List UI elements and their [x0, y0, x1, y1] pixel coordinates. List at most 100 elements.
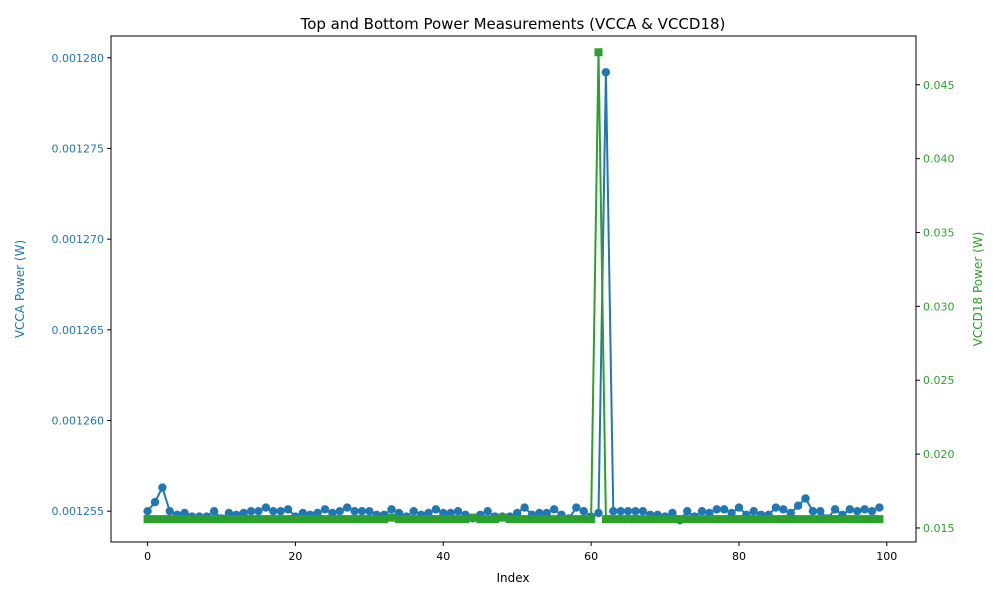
series-left-point — [320, 505, 330, 514]
series-right-point — [764, 515, 773, 524]
series-left-point — [808, 506, 818, 516]
series-left-point — [572, 503, 581, 512]
series-left-point — [616, 506, 625, 516]
series-right-point — [269, 515, 278, 524]
series-right-point — [698, 515, 706, 524]
series-left-point — [816, 506, 825, 516]
series-right-point — [520, 515, 529, 524]
series-right-point — [527, 515, 536, 524]
series-right-point — [357, 515, 366, 524]
x-tick-label: 60 — [584, 550, 598, 563]
series-right-point — [675, 515, 684, 524]
series-right-point — [417, 515, 426, 524]
series-left-point — [749, 506, 758, 516]
series-right-point — [631, 515, 640, 524]
series-left-point — [734, 503, 744, 512]
series-left-point — [165, 506, 174, 516]
series-left-point — [298, 508, 308, 518]
series-right-point — [291, 515, 300, 524]
series-right-point — [712, 515, 721, 524]
right-y-axis-label: VCCD18 Power (W) — [971, 232, 985, 347]
series-right-point — [690, 515, 699, 524]
series-right-point — [513, 515, 522, 524]
series-left-point — [394, 508, 404, 518]
series-right-point — [683, 515, 692, 524]
series-right-point — [402, 515, 411, 524]
series-left-point — [431, 505, 441, 514]
series-right-point — [217, 515, 226, 524]
series-left-point — [439, 508, 448, 518]
series-left-point — [697, 506, 707, 516]
series-right-point — [653, 515, 662, 524]
series-right-point — [853, 515, 862, 524]
series-right-point — [165, 515, 174, 524]
series-right-point — [173, 515, 182, 524]
series-left-point — [283, 505, 293, 514]
series-group — [143, 48, 884, 525]
series-right-point — [187, 515, 196, 524]
left-y-tick-label: 0.001280 — [52, 52, 105, 65]
series-left-point — [276, 506, 285, 516]
left-y-tick-label: 0.001270 — [52, 233, 105, 246]
series-right-point — [638, 515, 647, 524]
series-left-point — [365, 506, 374, 516]
series-right-point — [350, 515, 359, 524]
series-right-point — [734, 515, 743, 524]
chart-title: Top and Bottom Power Measurements (VCCA … — [300, 15, 726, 33]
series-right-point — [557, 515, 566, 524]
series-left-point — [668, 508, 677, 518]
series-right-point — [424, 515, 433, 524]
series-right-point — [505, 515, 514, 524]
series-right-point — [313, 515, 322, 524]
series-right-point — [328, 515, 337, 524]
series-left-point — [269, 506, 278, 516]
series-right-point — [831, 515, 840, 524]
series-right-point — [601, 515, 610, 524]
series-right-point — [446, 515, 455, 524]
series-right-point — [609, 515, 618, 524]
x-axis-label: Index — [496, 571, 529, 585]
series-left-point — [771, 503, 781, 512]
series-right-point — [801, 515, 810, 524]
series-left-point — [609, 506, 618, 516]
series-left-point — [357, 506, 367, 516]
series-right-point — [491, 515, 500, 524]
series-right-point — [875, 515, 884, 524]
series-right-point — [394, 515, 403, 524]
series-right-point — [742, 515, 751, 524]
series-left-point — [328, 508, 337, 518]
series-left-point — [143, 506, 152, 516]
series-right-point — [483, 515, 492, 524]
series-right-point — [454, 515, 463, 524]
series-left-point — [453, 506, 463, 516]
series-left-point — [542, 508, 551, 518]
series-left-point — [150, 497, 160, 507]
series-right-point — [202, 515, 211, 524]
x-tick-label: 100 — [876, 550, 897, 563]
series-right-point — [247, 515, 256, 524]
series-right-point — [646, 515, 655, 524]
series-right-point — [727, 515, 736, 524]
series-left-point — [180, 508, 189, 518]
series-right-point — [587, 515, 596, 524]
right-y-tick-label: 0.030 — [923, 300, 955, 313]
series-left-point — [446, 508, 455, 518]
series-right-point — [808, 515, 817, 524]
series-right-point — [387, 513, 396, 522]
series-left-point — [875, 503, 884, 512]
series-left-point — [513, 508, 522, 518]
series-right-point — [468, 513, 477, 522]
series-left-point — [239, 508, 248, 518]
series-left-point — [535, 508, 544, 518]
series-right-point — [150, 515, 159, 524]
series-right-point — [254, 515, 263, 524]
series-right-point — [180, 515, 189, 524]
left-y-tick-label: 0.001265 — [52, 324, 105, 337]
series-left-point — [860, 505, 869, 514]
series-right-point — [720, 515, 729, 524]
series-right-point — [794, 515, 803, 524]
series-left-point — [712, 505, 721, 514]
x-tick-label: 0 — [144, 550, 151, 563]
